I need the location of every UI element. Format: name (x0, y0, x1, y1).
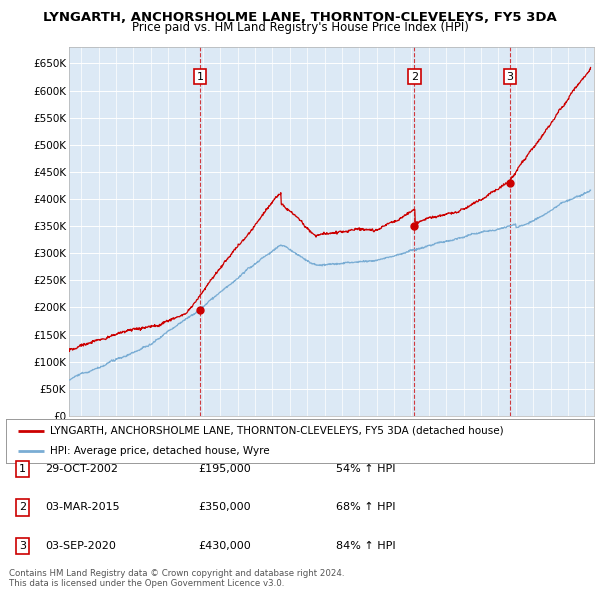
Text: 03-SEP-2020: 03-SEP-2020 (45, 541, 116, 550)
Text: LYNGARTH, ANCHORSHOLME LANE, THORNTON-CLEVELEYS, FY5 3DA: LYNGARTH, ANCHORSHOLME LANE, THORNTON-CL… (43, 11, 557, 24)
Text: 1: 1 (19, 464, 26, 474)
Text: 1: 1 (196, 72, 203, 81)
Text: Price paid vs. HM Land Registry's House Price Index (HPI): Price paid vs. HM Land Registry's House … (131, 21, 469, 34)
Text: 54% ↑ HPI: 54% ↑ HPI (336, 464, 395, 474)
Text: 3: 3 (506, 72, 514, 81)
Text: 2: 2 (19, 503, 26, 512)
Text: 84% ↑ HPI: 84% ↑ HPI (336, 541, 395, 550)
Text: 2: 2 (411, 72, 418, 81)
Text: 3: 3 (19, 541, 26, 550)
Text: Contains HM Land Registry data © Crown copyright and database right 2024.
This d: Contains HM Land Registry data © Crown c… (9, 569, 344, 588)
Text: HPI: Average price, detached house, Wyre: HPI: Average price, detached house, Wyre (50, 446, 270, 456)
Text: 03-MAR-2015: 03-MAR-2015 (45, 503, 119, 512)
Text: £430,000: £430,000 (198, 541, 251, 550)
Text: £195,000: £195,000 (198, 464, 251, 474)
Text: LYNGARTH, ANCHORSHOLME LANE, THORNTON-CLEVELEYS, FY5 3DA (detached house): LYNGARTH, ANCHORSHOLME LANE, THORNTON-CL… (50, 426, 504, 436)
Text: 68% ↑ HPI: 68% ↑ HPI (336, 503, 395, 512)
Text: 29-OCT-2002: 29-OCT-2002 (45, 464, 118, 474)
Text: £350,000: £350,000 (198, 503, 251, 512)
